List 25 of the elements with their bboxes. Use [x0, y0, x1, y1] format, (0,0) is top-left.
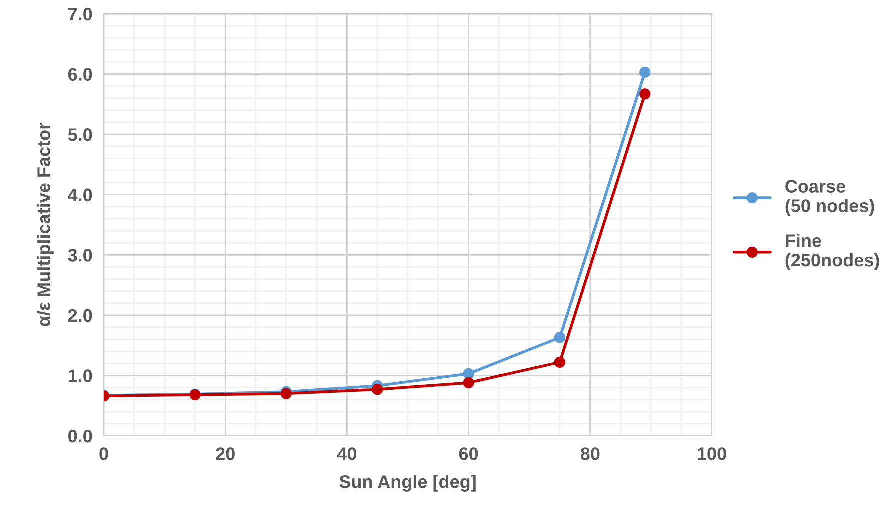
x-tick-label: 0	[100, 448, 108, 460]
x-tick-label: 80	[580, 448, 600, 460]
y-tick-label: 1.0	[68, 370, 92, 382]
point	[640, 66, 651, 78]
point	[640, 88, 651, 100]
point	[372, 384, 384, 396]
y-tick-label: 0.0	[68, 430, 92, 443]
y-tick-label: 6.0	[68, 68, 92, 82]
y-tick-label: 4.0	[68, 188, 92, 202]
y-tick-label: 5.0	[68, 128, 92, 142]
x-tick-label: 20	[216, 448, 235, 460]
y-axis-title: α/ε Multiplicative Factor	[37, 123, 54, 326]
x-tick-label: 60	[459, 448, 478, 460]
point	[554, 356, 566, 368]
x-tick-label: 40	[337, 448, 357, 460]
point	[463, 368, 474, 380]
x-axis-title: Sun Angle [deg]	[340, 475, 476, 492]
y-tick-label: 7.0	[68, 8, 92, 21]
point	[463, 377, 474, 389]
legend-label: Coarse (50 nodes)	[786, 180, 874, 216]
y-tick-label: 2.0	[68, 309, 92, 322]
legend-label: Fine (250nodes)	[786, 234, 880, 270]
y-tick-label: 3.0	[68, 249, 92, 262]
x-tick-label: 100	[698, 448, 726, 460]
point	[554, 332, 566, 344]
